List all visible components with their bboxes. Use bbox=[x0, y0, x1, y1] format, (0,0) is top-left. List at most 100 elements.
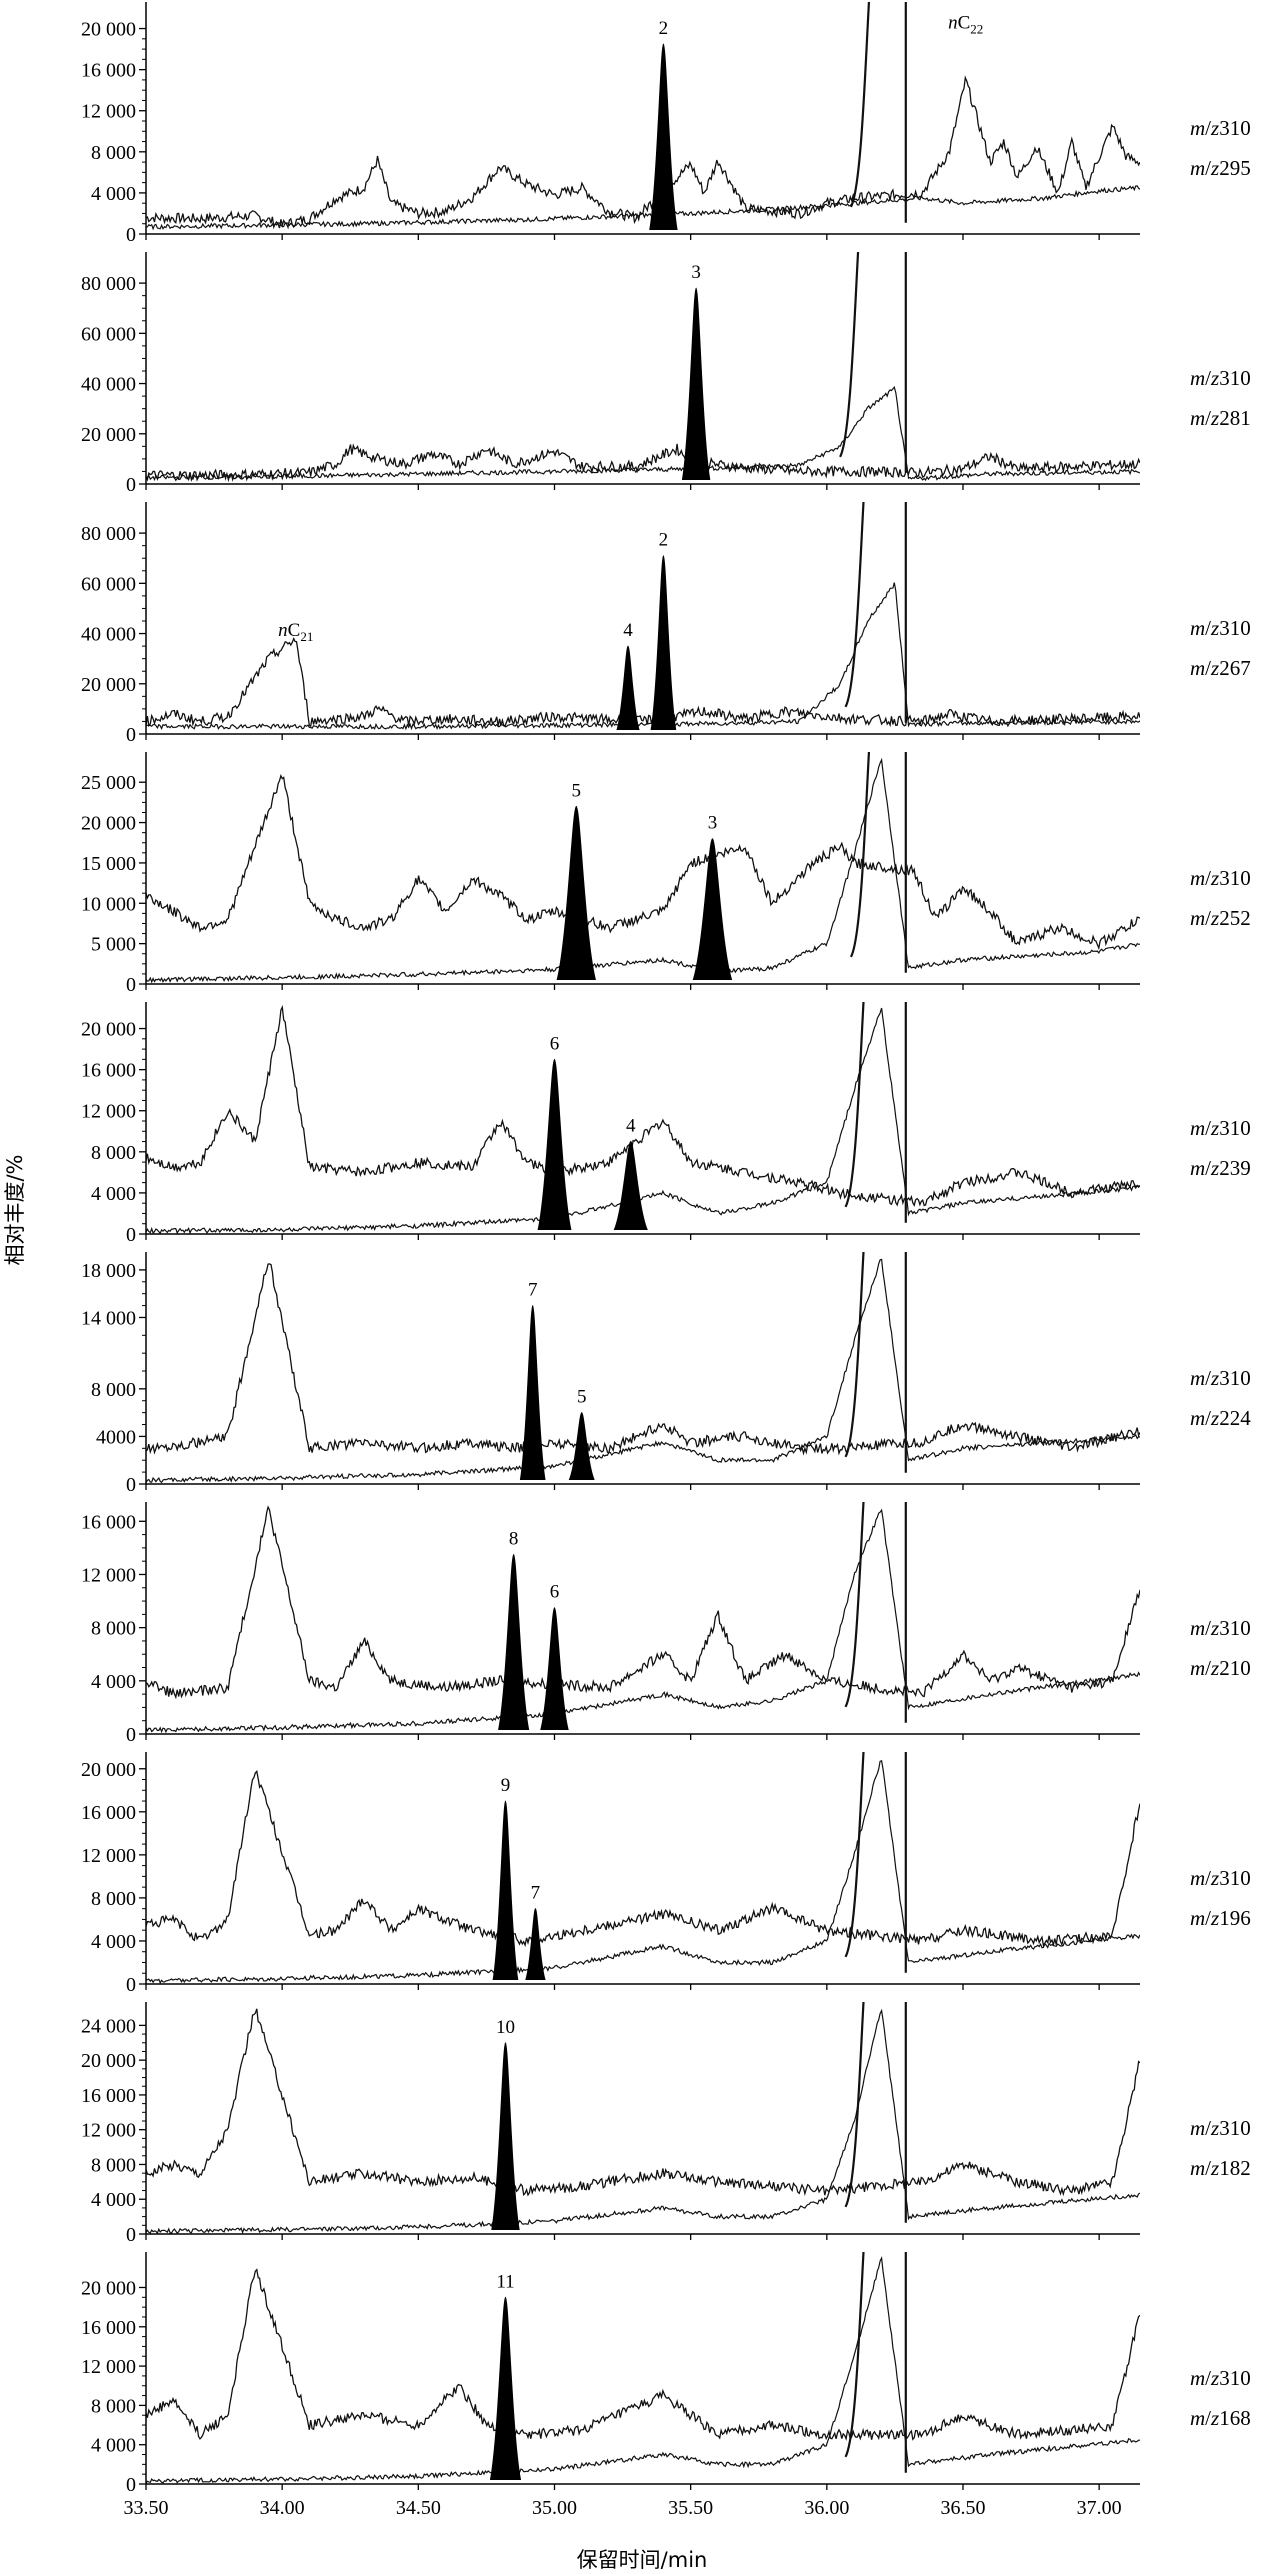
y-tick-label: 8 000 bbox=[91, 2154, 136, 2176]
y-tick-label: 16 000 bbox=[81, 2317, 136, 2339]
identified-peak bbox=[692, 838, 733, 980]
x-tick-label: 37.00 bbox=[1077, 2497, 1122, 2519]
peak-label: 4 bbox=[626, 1116, 636, 1137]
y-tick-label: 8 000 bbox=[91, 1379, 136, 1401]
y-tick-label: 18 000 bbox=[81, 1260, 136, 1282]
ion-label: m/z295 bbox=[1190, 156, 1251, 180]
y-tick-label: 4 000 bbox=[91, 183, 136, 205]
identified-peak bbox=[537, 1058, 572, 1230]
offscale-peak bbox=[844, 2252, 907, 2473]
identified-peak bbox=[568, 1412, 595, 1480]
ion-label: m/z310 bbox=[1190, 1866, 1251, 1890]
y-tick-label: 8 000 bbox=[91, 2395, 136, 2417]
ion-trace-m310 bbox=[146, 2008, 1140, 2197]
y-tick-label: 16 000 bbox=[81, 1511, 136, 1533]
y-tick-label: 20 000 bbox=[81, 1019, 136, 1041]
peak-label: 10 bbox=[496, 2017, 515, 2038]
identified-peak bbox=[525, 1908, 546, 1980]
ion-trace-secondary bbox=[146, 1007, 1140, 1234]
ion-trace-m310 bbox=[146, 1770, 1140, 1948]
ion-label: m/z224 bbox=[1190, 1406, 1251, 1430]
ion-trace-secondary bbox=[146, 757, 1140, 984]
identified-peak bbox=[519, 1305, 546, 1480]
chromatogram-panel: 7 5 0 4000 8 000 14 000 18 000 m/z310 m/z224 bbox=[81, 1252, 1251, 1496]
ion-trace-secondary bbox=[146, 582, 1140, 731]
ion-label: m/z168 bbox=[1190, 2406, 1251, 2430]
x-tick-label: 34.00 bbox=[260, 2497, 305, 2519]
y-tick-label: 8 000 bbox=[91, 1618, 136, 1640]
ion-trace-secondary bbox=[146, 2008, 1140, 2234]
y-tick-label: 20 000 bbox=[81, 19, 136, 41]
ion-trace-secondary bbox=[146, 1258, 1140, 1484]
y-tick-label: 12 000 bbox=[81, 101, 136, 123]
chromatogram-panel: 2 nC22 0 4 000 8 000 12 000 16 000 20 000 m/z310… bbox=[81, 2, 1251, 246]
offscale-peak bbox=[839, 252, 907, 473]
y-tick-label: 8 000 bbox=[91, 142, 136, 164]
y-tick-label: 12 000 bbox=[81, 1564, 136, 1586]
offscale-peak bbox=[844, 2002, 907, 2223]
y-tick-label: 14 000 bbox=[81, 1307, 136, 1329]
y-tick-label: 4000 bbox=[96, 1426, 136, 1448]
peak-label: 8 bbox=[509, 1529, 519, 1550]
identified-peak bbox=[650, 555, 677, 730]
ion-label: m/z310 bbox=[1190, 1366, 1251, 1390]
ion-label: m/z310 bbox=[1190, 866, 1251, 890]
peak-label: 6 bbox=[550, 1033, 560, 1054]
y-tick-label: 20 000 bbox=[81, 424, 136, 446]
ion-label: m/z310 bbox=[1190, 116, 1251, 140]
ion-label: m/z196 bbox=[1190, 1906, 1251, 1930]
chromatogram-panel: 8 6 0 4 000 8 000 12 000 16 000 m/z310 m/z210 bbox=[81, 1502, 1251, 1746]
y-tick-label: 12 000 bbox=[81, 2120, 136, 2142]
chromatogram-panel: 3 0 20 000 40 000 60 000 80 000 m/z310 m/z281 bbox=[81, 252, 1251, 496]
ion-label: m/z310 bbox=[1190, 366, 1251, 390]
y-tick-label: 40 000 bbox=[81, 374, 136, 396]
y-tick-label: 4 000 bbox=[91, 1931, 136, 1953]
y-tick-label: 0 bbox=[126, 974, 136, 996]
y-tick-label: 12 000 bbox=[81, 1101, 136, 1123]
offscale-peak bbox=[844, 502, 907, 723]
offscale-peak bbox=[849, 2, 907, 223]
ion-trace-m310 bbox=[146, 774, 1140, 951]
y-tick-label: 5 000 bbox=[91, 934, 136, 956]
ion-trace-secondary bbox=[146, 1508, 1140, 1734]
y-tick-label: 16 000 bbox=[81, 2085, 136, 2107]
peak-label: 9 bbox=[501, 1775, 511, 1796]
y-tick-label: 0 bbox=[126, 1724, 136, 1746]
y-tick-label: 16 000 bbox=[81, 1802, 136, 1824]
ion-trace-secondary bbox=[146, 385, 1140, 482]
y-tick-label: 25 000 bbox=[81, 772, 136, 794]
ion-label: m/z310 bbox=[1190, 2116, 1251, 2140]
peak-label: 4 bbox=[623, 620, 633, 641]
peak-label: 7 bbox=[531, 1883, 541, 1904]
ion-trace-secondary bbox=[146, 2256, 1140, 2484]
chromatogram-panel: 10 0 4 000 8 000 12 000 16 000 20 000 24 000 m/z… bbox=[81, 2002, 1251, 2246]
y-tick-label: 20 000 bbox=[81, 2277, 136, 2299]
x-tick-label: 36.50 bbox=[940, 2497, 985, 2519]
ion-trace-m310 bbox=[146, 1263, 1140, 1456]
peak-label: 11 bbox=[496, 2271, 514, 2292]
ion-trace-m310 bbox=[146, 75, 1140, 230]
y-axis-title: 相对丰度/% bbox=[3, 1154, 27, 1265]
identified-peak bbox=[649, 43, 678, 230]
peak-label: 2 bbox=[659, 530, 669, 551]
identified-peak bbox=[491, 2042, 520, 2230]
y-tick-label: 8 000 bbox=[91, 1142, 136, 1164]
y-tick-label: 0 bbox=[126, 1224, 136, 1246]
y-tick-label: 20 000 bbox=[81, 1759, 136, 1781]
x-tick-label: 35.50 bbox=[668, 2497, 713, 2519]
y-tick-label: 10 000 bbox=[81, 893, 136, 915]
y-tick-label: 4 000 bbox=[91, 2435, 136, 2457]
y-tick-label: 0 bbox=[126, 2474, 136, 2496]
peak-label: 5 bbox=[577, 1387, 587, 1408]
chromatogram-panel: 9 7 0 4 000 8 000 12 000 16 000 20 000 m/z310 m/z… bbox=[81, 1752, 1251, 1996]
y-tick-label: 80 000 bbox=[81, 273, 136, 295]
identified-peak bbox=[498, 1554, 530, 1730]
ion-trace-m310 bbox=[146, 1505, 1140, 1700]
x-tick-label: 36.00 bbox=[804, 2497, 849, 2519]
y-tick-label: 80 000 bbox=[81, 523, 136, 545]
identified-peak bbox=[556, 805, 596, 980]
ion-label: m/z210 bbox=[1190, 1656, 1251, 1680]
ion-label: m/z267 bbox=[1190, 656, 1251, 680]
